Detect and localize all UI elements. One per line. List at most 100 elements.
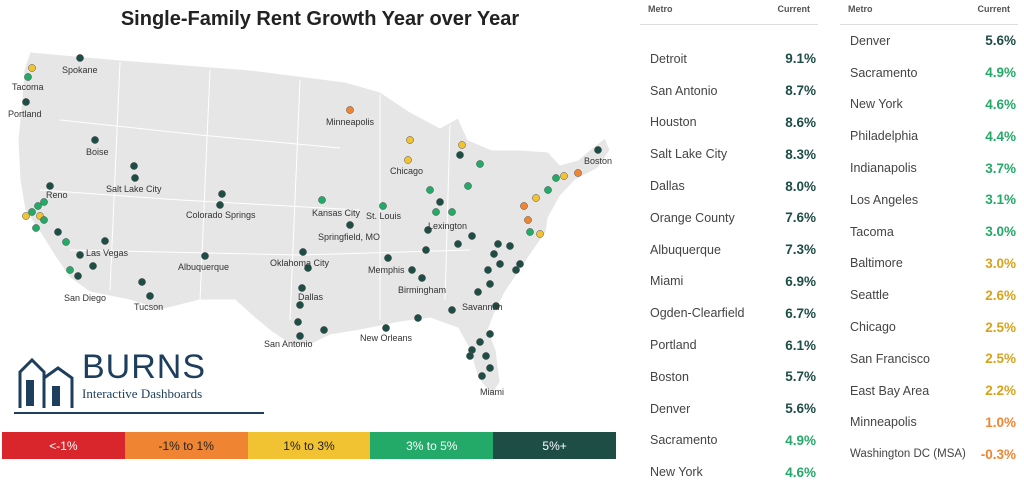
city-dot[interactable] [32,224,40,232]
table-row[interactable]: Sacramento 4.9% [640,425,818,457]
city-dot[interactable] [474,288,482,296]
city-dot[interactable] [486,330,494,338]
city-dot[interactable] [130,162,138,170]
city-dot[interactable] [22,98,30,106]
table-row[interactable]: Tacoma 3.0% [840,216,1018,248]
city-dot[interactable] [406,136,414,144]
city-dot[interactable] [448,306,456,314]
table-row[interactable]: Boston 5.7% [640,361,818,393]
city-dot[interactable] [454,240,462,248]
city-dot[interactable] [458,141,466,149]
table-row[interactable]: Denver 5.6% [840,25,1018,57]
city-dot[interactable] [76,251,84,259]
city-dot[interactable] [448,208,456,216]
city-dot[interactable] [496,260,504,268]
city-dot[interactable] [574,169,582,177]
city-dot[interactable] [201,252,209,260]
city-dot[interactable] [89,262,97,270]
city-dot[interactable] [486,280,494,288]
city-dot[interactable] [408,266,416,274]
table-row[interactable]: Washington DC (MSA) -0.3% [840,438,1018,470]
city-dot[interactable] [318,196,326,204]
city-dot[interactable] [456,151,464,159]
table-row[interactable]: Houston 8.6% [640,107,818,139]
table-row[interactable]: Indianapolis 3.7% [840,152,1018,184]
legend-item[interactable]: -1% to 1% [124,432,248,459]
legend-item[interactable]: 3% to 5% [370,432,494,459]
table-row[interactable]: Baltimore 3.0% [840,248,1018,280]
city-dot[interactable] [66,266,74,274]
city-dot[interactable] [91,136,99,144]
table-row[interactable]: Dallas 8.0% [640,170,818,202]
table-row[interactable]: Chicago 2.5% [840,311,1018,343]
city-dot[interactable] [46,182,54,190]
city-dot[interactable] [526,228,534,236]
city-dot[interactable] [216,201,224,209]
city-dot[interactable] [494,240,502,248]
table-row[interactable]: East Bay Area 2.2% [840,375,1018,407]
city-dot[interactable] [138,278,146,286]
table-row[interactable]: Miami 6.9% [640,266,818,298]
table-row[interactable]: Philadelphia 4.4% [840,120,1018,152]
table-row[interactable]: Orange County 7.6% [640,202,818,234]
city-dot[interactable] [478,372,486,380]
city-dot[interactable] [34,202,42,210]
city-dot[interactable] [476,338,484,346]
legend-item[interactable]: 1% to 3% [247,432,371,459]
city-dot[interactable] [146,292,154,300]
city-dot[interactable] [22,212,30,220]
table-row[interactable]: Los Angeles 3.1% [840,184,1018,216]
city-dot[interactable] [536,230,544,238]
city-dot[interactable] [512,266,520,274]
city-dot[interactable] [414,314,422,322]
city-dot[interactable] [520,202,528,210]
city-dot[interactable] [476,160,484,168]
table-row[interactable]: San Francisco 2.5% [840,343,1018,375]
city-dot[interactable] [418,274,426,282]
city-dot[interactable] [484,266,492,274]
city-dot[interactable] [422,246,430,254]
city-dot[interactable] [28,64,36,72]
city-dot[interactable] [320,326,328,334]
table-row[interactable]: Salt Lake City 8.3% [640,138,818,170]
table-row[interactable]: Albuquerque 7.3% [640,234,818,266]
table-row[interactable]: Detroit 9.1% [640,43,818,75]
city-dot[interactable] [54,228,62,236]
city-dot[interactable] [296,332,304,340]
city-dot[interactable] [490,250,498,258]
city-dot[interactable] [532,194,540,202]
city-dot[interactable] [432,208,440,216]
us-map[interactable]: Spokane Tacoma Portland Boise Reno Salt Lake … [0,0,630,430]
table-row[interactable]: Portland 6.1% [640,329,818,361]
table-row[interactable]: San Antonio 8.7% [640,75,818,107]
city-dot[interactable] [492,302,500,310]
city-dot[interactable] [426,186,434,194]
city-dot[interactable] [346,106,354,114]
table-row[interactable]: New York 4.6% [840,89,1018,121]
city-dot[interactable] [560,172,568,180]
legend-item[interactable]: <-1% [2,432,125,459]
table-row[interactable]: Denver 5.6% [640,393,818,425]
city-dot[interactable] [552,174,560,182]
city-dot[interactable] [299,248,307,256]
city-dot[interactable] [384,254,392,262]
city-dot[interactable] [404,156,412,164]
city-dot[interactable] [594,146,602,154]
city-dot[interactable] [28,208,36,216]
city-dot[interactable] [506,242,514,250]
city-dot[interactable] [436,198,444,206]
city-dot[interactable] [424,226,432,234]
city-dot[interactable] [468,232,476,240]
city-dot[interactable] [482,352,490,360]
table-row[interactable]: Minneapolis 1.0% [840,407,1018,439]
city-dot[interactable] [76,54,84,62]
city-dot[interactable] [382,324,390,332]
city-dot[interactable] [74,272,82,280]
table-row[interactable]: Ogden-Clearfield 6.7% [640,297,818,329]
city-dot[interactable] [101,237,109,245]
city-dot[interactable] [379,202,387,210]
city-dot[interactable] [516,260,524,268]
city-dot[interactable] [486,364,494,372]
city-dot[interactable] [466,352,474,360]
legend-item[interactable]: 5%+ [493,432,616,459]
